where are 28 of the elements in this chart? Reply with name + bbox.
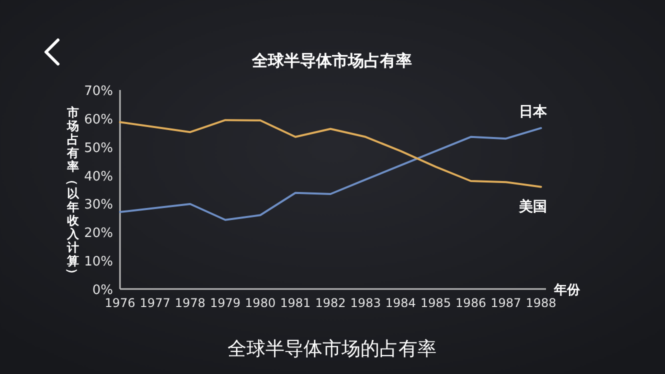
- x-tick-label: 1979: [210, 296, 241, 310]
- x-tick-label: 1984: [385, 296, 416, 310]
- x-tick-label: 1985: [420, 296, 452, 310]
- y-tick-label: 70%: [84, 84, 113, 99]
- series-label: 日本: [519, 104, 548, 120]
- x-tick-label: 1982: [315, 296, 346, 310]
- y-tick-label: 10%: [84, 254, 113, 270]
- y-tick-label: 0%: [92, 283, 113, 298]
- x-tick-label: 1976: [104, 296, 136, 310]
- x-tick-label: 1986: [456, 296, 486, 310]
- x-tick-label: 1980: [245, 296, 276, 310]
- x-tick-label: 1977: [140, 296, 170, 310]
- y-tick-label: 40%: [84, 169, 113, 184]
- x-tick-label: 1981: [280, 296, 311, 310]
- x-tick-label: 1983: [350, 296, 381, 310]
- series-label: 美国: [518, 198, 547, 215]
- x-tick-label: 1987: [490, 296, 522, 310]
- chart-title: 全球半导体市场占有率: [251, 51, 412, 70]
- x-tick-label: 1988: [526, 296, 556, 310]
- y-tick-label: 30%: [84, 198, 113, 213]
- x-tick-label: 1978: [174, 296, 206, 310]
- ylabel: 市场占有率（以年收入计算）: [66, 106, 80, 280]
- text: 全球半导体市场的占有率: [228, 338, 436, 360]
- y-tick-label: 20%: [84, 226, 113, 242]
- y-tick-label: 60%: [84, 112, 113, 128]
- line-series: [119, 119, 542, 188]
- x-axis-title: 年份: [553, 283, 581, 298]
- y-tick-label: 50%: [84, 140, 113, 156]
